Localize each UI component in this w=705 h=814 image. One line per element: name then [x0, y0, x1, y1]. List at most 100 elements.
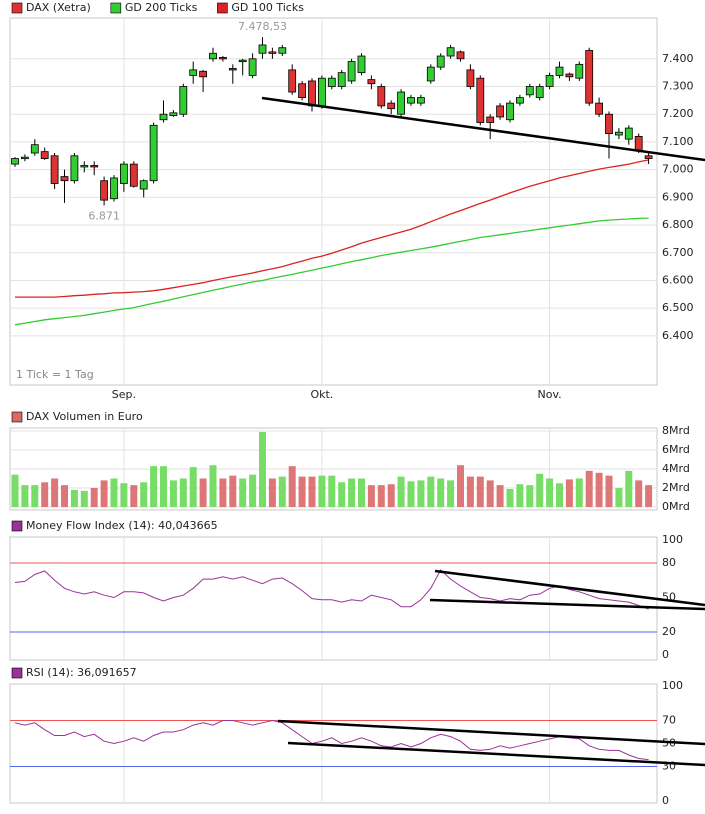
candle-body: [258, 44, 267, 54]
candle-body: [149, 124, 158, 182]
candle-body: [387, 102, 396, 110]
volume-bar: [90, 488, 98, 507]
candle-body: [476, 77, 485, 123]
volume-bar: [41, 482, 49, 507]
volume-bar: [278, 476, 286, 507]
candle-body: [466, 69, 475, 87]
volume-bar: [61, 485, 68, 507]
y-tick-label: 7.000: [662, 163, 694, 176]
trend-line: [434, 569, 705, 607]
candle-body: [575, 63, 584, 79]
candle-body: [278, 47, 287, 54]
volume-bar: [239, 478, 247, 507]
trend-lines: [261, 96, 705, 767]
x-tick-label: Sep.: [112, 388, 136, 401]
trend-line: [277, 719, 705, 746]
volume-bar: [21, 485, 29, 507]
volume-bar: [427, 476, 435, 507]
volume-bar: [31, 485, 39, 507]
candle-body: [80, 165, 89, 168]
volume-bar: [556, 483, 563, 507]
candle-body: [565, 73, 574, 78]
y-tick-label: 6.800: [662, 218, 694, 231]
candle-body: [199, 70, 208, 78]
y-tick-label: 6.700: [662, 246, 694, 259]
volume-bar: [199, 478, 207, 507]
candle-body: [60, 176, 69, 182]
y-tick-label: 7.300: [662, 80, 694, 93]
candle-body: [179, 86, 188, 115]
candle-body: [169, 112, 178, 116]
candle-body: [337, 72, 346, 87]
moving-average: [14, 217, 649, 326]
candle-body: [70, 155, 79, 182]
y-tick-label: 7.200: [662, 107, 694, 120]
volume-bar: [575, 478, 583, 507]
volume-bar: [298, 476, 306, 507]
panel-title: DAX Volumen in Euro: [26, 410, 143, 423]
candle-body: [209, 52, 217, 60]
candle-body: [624, 127, 633, 140]
y-tick-label: 7.100: [662, 135, 694, 148]
volume-bar: [338, 482, 346, 507]
legend-swatch: [217, 2, 228, 14]
candle-body: [535, 86, 544, 98]
candle-body: [20, 156, 29, 160]
title-swatch: [11, 667, 23, 679]
annotation: 7.478,53: [238, 20, 287, 33]
candle-body: [377, 86, 386, 107]
candle-body: [585, 50, 594, 104]
title-swatch: [11, 520, 23, 532]
trend-line: [261, 96, 705, 162]
legend-label: GD 200 Ticks: [125, 1, 198, 14]
volume-bar: [476, 476, 484, 507]
volume-bar: [585, 470, 593, 507]
volume-bar: [11, 474, 19, 507]
volume-bar: [466, 476, 474, 507]
y-tick-label: 80: [662, 556, 676, 569]
volume-bar: [397, 476, 405, 507]
volume-bar: [110, 478, 118, 507]
title-swatch: [11, 411, 23, 423]
volume-bar: [328, 475, 336, 507]
candle-body: [615, 131, 623, 136]
panel-title: Money Flow Index (14): 40,043665: [26, 519, 218, 532]
candle-body: [100, 180, 108, 201]
y-tick-label: 7.400: [662, 52, 694, 65]
candle-body: [555, 66, 564, 76]
candle-body: [129, 163, 138, 187]
volume-bar: [506, 488, 514, 507]
volume-bar: [457, 465, 464, 507]
volume-bar: [377, 485, 385, 507]
volume-bar: [100, 480, 108, 507]
volume-bar: [229, 475, 237, 507]
y-tick-label: 30: [662, 760, 676, 773]
candle-body: [525, 86, 534, 96]
volume-bar: [120, 483, 128, 507]
volume-bar: [288, 466, 296, 507]
volume-bar: [169, 480, 177, 507]
volume-bar: [209, 465, 217, 507]
candle-body: [486, 116, 495, 123]
candle-body: [11, 158, 19, 165]
volume-bar: [516, 484, 524, 507]
candle-body: [308, 80, 316, 107]
candle-body: [634, 135, 643, 151]
volume-bar: [130, 485, 138, 507]
volume-bar: [308, 476, 316, 507]
candle-body: [228, 68, 237, 71]
y-tick-label: 100: [662, 679, 683, 692]
candle-body: [268, 51, 277, 54]
candle-body: [298, 83, 307, 98]
candle-body: [218, 57, 227, 60]
volume-bar: [625, 470, 633, 507]
candle-body: [40, 151, 49, 159]
y-tick-label: 2Mrd: [662, 481, 690, 494]
plot-area: [9, 683, 658, 804]
y-tick-label: 70: [662, 714, 676, 727]
volume-bar: [150, 466, 158, 507]
volume-bar: [318, 475, 326, 507]
volume-bar: [51, 478, 59, 507]
volume-bar: [635, 480, 643, 507]
